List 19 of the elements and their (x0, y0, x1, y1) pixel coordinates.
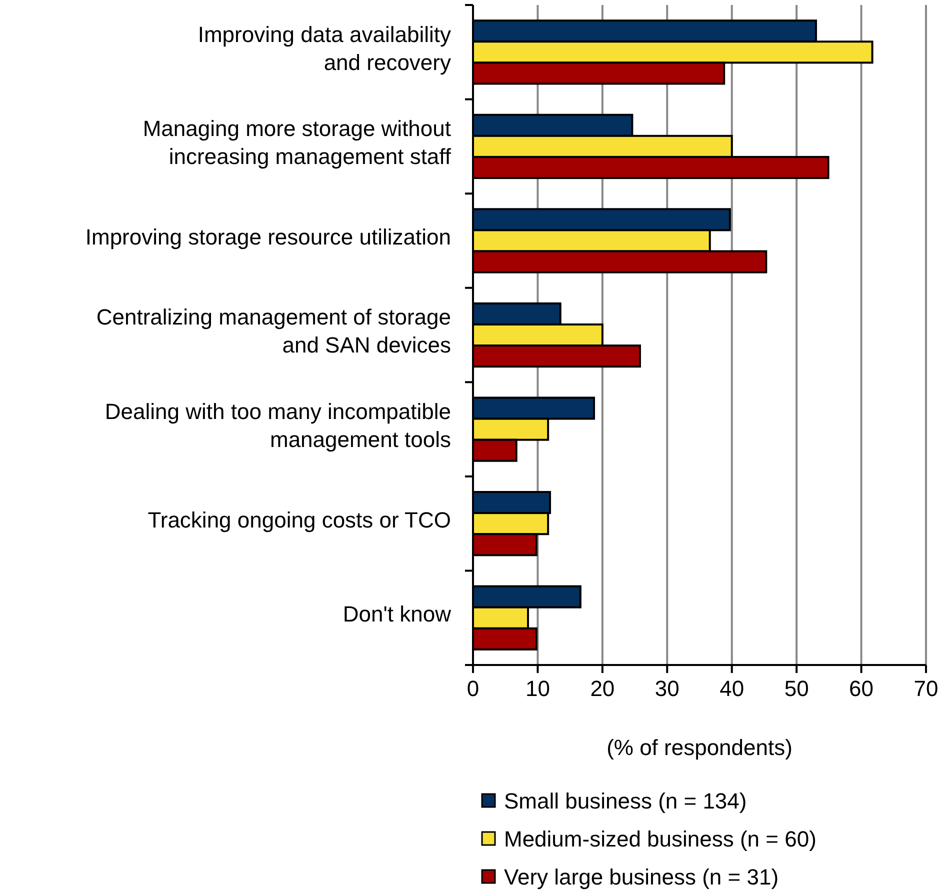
y-tick-label: Improving data availability and recovery (198, 22, 451, 75)
x-tick-label: 70 (914, 676, 938, 701)
legend-label: Small business (n = 134) (504, 788, 747, 814)
x-tick-label: 40 (720, 676, 744, 701)
y-tick-label: Dealing with too many incompatible management tools (104, 398, 451, 452)
x-axis-title: (% of respondents) (606, 735, 792, 760)
x-tick-label: 0 (466, 676, 480, 701)
y-tick-label: Don't know (342, 602, 452, 627)
y-tick-label: Centralizing management of storage and SAN devices (96, 304, 451, 358)
x-tick-label: 30 (654, 676, 680, 701)
y-tick-label: Tracking ongoing costs or TCO (148, 507, 451, 532)
y-tick-label: Managing more storage without increasing management staff (142, 116, 452, 170)
x-tick-label: 20 (590, 676, 615, 701)
y-tick-label: Improving storage resource utilization (85, 224, 451, 250)
x-tick-label: 50 (784, 676, 809, 701)
x-tick-label: 60 (849, 676, 874, 701)
legend-label: Medium-sized business (n = 60) (504, 826, 816, 852)
x-tick-label: 10 (525, 676, 550, 701)
legend-label: Very large business (n = 31) (504, 864, 779, 890)
